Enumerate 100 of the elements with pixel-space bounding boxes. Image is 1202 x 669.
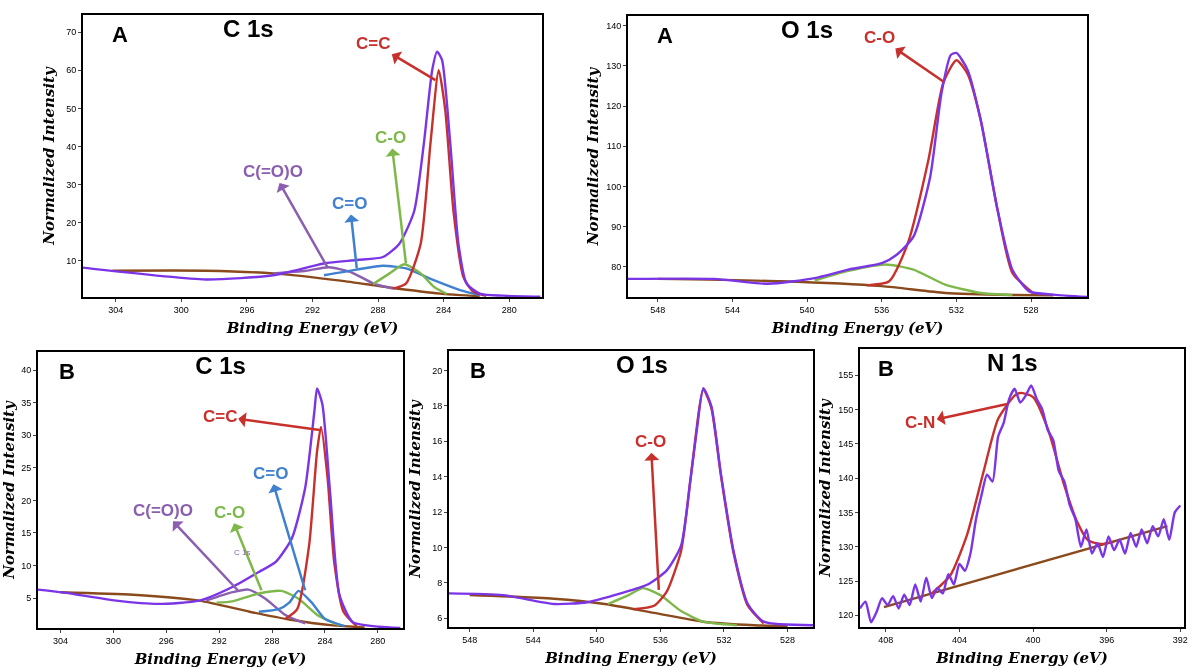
x-tick-label: 284	[317, 635, 333, 646]
x-tick-label: 284	[436, 304, 452, 315]
y-axis-title: Normalized Intensity	[584, 66, 602, 247]
x-axis-title: Binding Energy (eV)	[935, 649, 1108, 667]
x-tick-label: 404	[951, 634, 967, 645]
y-tick-label: 100	[606, 181, 622, 192]
line-series	[606, 586, 738, 627]
x-axis-title: Binding Energy (eV)	[770, 319, 944, 337]
x-tick-label: 392	[1172, 634, 1188, 645]
annotation: C=O	[332, 194, 368, 213]
y-tick-label: 30	[21, 430, 32, 441]
y-tick-label: 130	[606, 61, 622, 71]
line-series	[83, 50, 542, 297]
x-tick-label: 528	[1023, 304, 1039, 315]
line-series	[468, 593, 789, 627]
y-tick-label: 145	[838, 438, 854, 449]
x-tick-label: 304	[108, 304, 124, 315]
y-tick-label: 10	[432, 542, 443, 553]
chart-title: O 1s	[615, 351, 668, 379]
x-tick-label: 304	[52, 635, 68, 646]
line-series	[111, 269, 481, 297]
y-tick-label: 60	[66, 65, 77, 76]
y-tick-label: 135	[838, 507, 854, 518]
line-series	[38, 387, 402, 628]
x-tick-label: 396	[1099, 634, 1115, 645]
x-tick-label: 548	[650, 304, 666, 315]
y-tick-label: 6	[437, 613, 443, 624]
x-tick-label: 544	[525, 634, 541, 645]
x-tick-label: 536	[652, 634, 668, 645]
y-tick-label: 140	[606, 20, 622, 31]
y-axis-title: Normalized Intensity	[816, 397, 834, 578]
annotation: C-N	[905, 413, 936, 432]
x-tick-label: 400	[1025, 634, 1041, 645]
y-tick-label: 40	[66, 141, 77, 152]
annotation: C-O	[375, 128, 407, 147]
line-series	[813, 263, 1014, 297]
y-tick-label: 5	[26, 593, 32, 604]
y-tick-label: 125	[838, 576, 854, 587]
y-tick-label: 10	[21, 560, 32, 571]
y-tick-label: 80	[611, 262, 622, 272]
y-axis-title: Normalized Intensity	[405, 398, 424, 579]
chart-title: O 1s	[780, 16, 834, 44]
y-axis-title: Normalized Intensity	[0, 399, 18, 580]
y-tick-label: 20	[21, 495, 32, 506]
x-tick-label: 292	[211, 635, 227, 646]
y-tick-label: 155	[838, 370, 854, 381]
x-axis-title: Binding Energy (eV)	[544, 649, 717, 667]
x-tick-label: 300	[105, 635, 121, 646]
y-tick-label: 150	[838, 404, 854, 415]
chart-title: N 1s	[986, 349, 1038, 377]
x-tick-label: 288	[370, 304, 386, 315]
annotation: C=C	[356, 34, 391, 53]
x-tick-label: 408	[878, 634, 894, 645]
line-series	[628, 51, 1087, 297]
chart-title: C 1s	[195, 352, 246, 380]
annotation: C-O	[214, 503, 246, 522]
annotation: C(=O)O	[133, 501, 193, 520]
y-tick-label: 14	[432, 471, 443, 482]
y-tick-label: 140	[838, 473, 854, 484]
chart-title: C 1s	[222, 15, 274, 43]
y-tick-label: 12	[432, 507, 443, 518]
y-tick-label: 50	[66, 103, 77, 114]
line-series	[449, 386, 813, 627]
x-tick-label: 540	[589, 634, 605, 645]
x-tick-label: 528	[780, 634, 796, 645]
x-tick-label: 548	[462, 634, 478, 645]
annotation: C-O	[635, 432, 667, 451]
x-axis-title: Binding Energy (eV)	[133, 650, 307, 668]
x-tick-label: 288	[264, 635, 280, 646]
x-tick-label: 544	[724, 304, 741, 315]
y-tick-label: 25	[21, 463, 32, 474]
y-tick-label: 120	[606, 101, 622, 112]
annotation: B	[470, 358, 486, 383]
annotation: A	[112, 22, 128, 47]
annotation: B	[878, 356, 894, 381]
x-tick-label: 292	[304, 304, 321, 315]
x-tick-label: 280	[370, 635, 386, 646]
y-tick-label: 40	[21, 365, 32, 376]
y-tick-label: 35	[21, 397, 32, 408]
annotation: A	[657, 23, 673, 48]
y-tick-label: 70	[66, 27, 77, 38]
x-tick-label: 296	[158, 635, 174, 646]
y-tick-label: 110	[606, 141, 622, 152]
x-tick-label: 280	[501, 304, 517, 315]
line-series	[860, 384, 1182, 624]
annotation: C=O	[253, 464, 289, 483]
y-tick-label: 8	[437, 577, 443, 588]
y-tick-label: 15	[21, 528, 32, 539]
annotation: B	[59, 359, 75, 384]
annotation: C-O	[864, 28, 896, 47]
x-tick-label: 532	[948, 304, 964, 315]
y-tick-label: 90	[611, 221, 622, 232]
y-axis-title: Normalized Intensity	[39, 65, 58, 246]
x-axis-title: Binding Energy (eV)	[225, 319, 399, 337]
x-tick-label: 536	[874, 304, 890, 315]
x-tick-label: 540	[799, 304, 815, 315]
x-tick-label: 300	[173, 304, 189, 315]
annotation: C(=O)O	[243, 162, 303, 181]
y-tick-label: 16	[432, 436, 443, 447]
annotation: C=C	[203, 407, 238, 426]
